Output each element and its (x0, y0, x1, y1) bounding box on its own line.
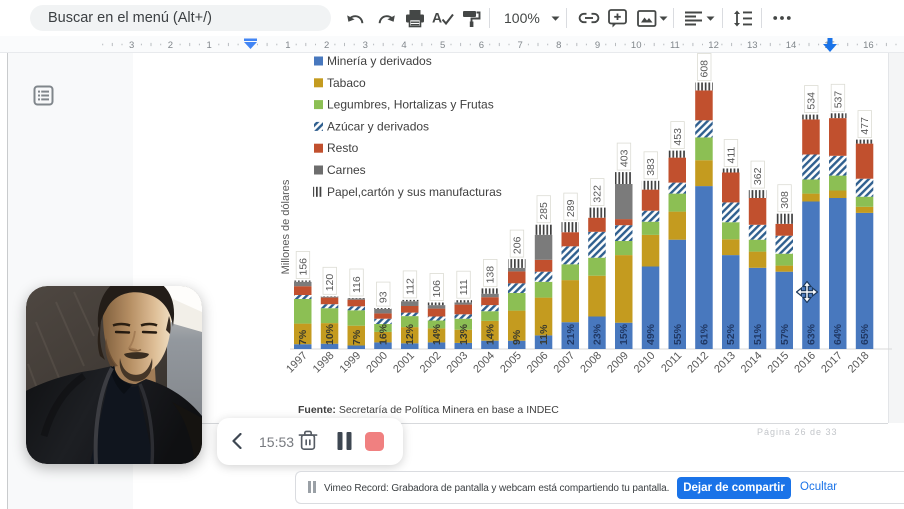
svg-text:7%: 7% (351, 329, 363, 345)
svg-text:16: 16 (863, 40, 874, 51)
svg-text:10: 10 (631, 40, 642, 51)
svg-text:Azúcar y derivados: Azúcar y derivados (327, 119, 429, 133)
svg-text:2011: 2011 (659, 350, 684, 375)
svg-text:1: 1 (207, 40, 212, 51)
svg-text:Minería y derivados: Minería y derivados (327, 54, 432, 68)
svg-text:1999: 1999 (338, 350, 364, 376)
svg-text:2017: 2017 (819, 350, 845, 376)
svg-text:Legumbres, Hortalizas y Frutas: Legumbres, Hortalizas y Frutas (327, 98, 494, 112)
svg-text:322: 322 (592, 185, 604, 203)
svg-text:16%: 16% (378, 323, 390, 345)
svg-text:2004: 2004 (471, 350, 497, 376)
svg-text:52%: 52% (725, 323, 737, 345)
svg-text:11%: 11% (538, 324, 550, 345)
svg-text:6: 6 (479, 40, 484, 51)
svg-text:49%: 49% (645, 323, 657, 345)
svg-text:112: 112 (404, 278, 416, 295)
svg-text:2007: 2007 (552, 350, 578, 376)
svg-text:2: 2 (324, 40, 329, 51)
svg-text:51%: 51% (752, 323, 764, 345)
svg-text:5: 5 (440, 40, 445, 51)
svg-text:9: 9 (595, 40, 600, 51)
svg-text:1998: 1998 (311, 350, 337, 376)
svg-text:3: 3 (363, 40, 368, 51)
svg-text:308: 308 (779, 191, 791, 209)
svg-text:608: 608 (699, 60, 711, 78)
svg-text:Carnes: Carnes (327, 163, 366, 177)
svg-text:Papel,cartón y sus manufactura: Papel,cartón y sus manufacturas (327, 185, 502, 199)
svg-text:14%: 14% (485, 323, 497, 345)
svg-text:362: 362 (752, 167, 764, 185)
svg-text:12%: 12% (404, 323, 416, 345)
svg-text:2013: 2013 (712, 350, 738, 376)
svg-text:9%: 9% (511, 329, 523, 345)
svg-text:14%: 14% (431, 323, 443, 345)
svg-text:7%: 7% (297, 329, 309, 345)
svg-text:55%: 55% (672, 323, 684, 345)
svg-text:2006: 2006 (525, 350, 551, 376)
svg-text:14: 14 (786, 40, 797, 51)
svg-text:2015: 2015 (766, 350, 792, 376)
svg-text:1997: 1997 (284, 350, 310, 376)
svg-text:7: 7 (517, 40, 522, 51)
svg-text:138: 138 (485, 266, 497, 284)
svg-text:2014: 2014 (739, 350, 765, 376)
svg-text:156: 156 (297, 258, 309, 276)
svg-text:63%: 63% (806, 323, 818, 345)
svg-text:411: 411 (725, 147, 737, 164)
svg-text:3: 3 (129, 40, 134, 51)
svg-text:8: 8 (556, 40, 561, 51)
svg-text:116: 116 (351, 276, 363, 293)
svg-text:2: 2 (168, 40, 173, 51)
svg-text:2005: 2005 (498, 350, 524, 376)
svg-text:285: 285 (538, 202, 550, 220)
svg-text:4: 4 (401, 40, 406, 51)
svg-text:120: 120 (324, 274, 336, 292)
svg-text:11: 11 (670, 40, 680, 51)
svg-text:2002: 2002 (418, 350, 444, 376)
svg-text:57%: 57% (779, 323, 791, 345)
svg-text:61%: 61% (699, 323, 711, 345)
svg-text:453: 453 (672, 128, 684, 146)
svg-text:Tabaco: Tabaco (327, 76, 366, 90)
svg-text:12: 12 (708, 40, 719, 51)
svg-text:206: 206 (511, 236, 523, 254)
svg-text:2010: 2010 (632, 350, 658, 376)
svg-text:2003: 2003 (445, 350, 471, 376)
svg-text:289: 289 (565, 199, 577, 217)
svg-text:13: 13 (747, 40, 758, 51)
svg-text:111: 111 (458, 279, 470, 295)
svg-text:21%: 21% (565, 323, 577, 345)
svg-text:2000: 2000 (364, 350, 390, 376)
svg-text:64%: 64% (832, 323, 844, 345)
svg-text:2008: 2008 (578, 350, 604, 376)
svg-text:10%: 10% (324, 323, 336, 345)
svg-text:383: 383 (645, 158, 657, 176)
svg-text:2001: 2001 (391, 350, 417, 376)
svg-text:93: 93 (378, 291, 390, 303)
svg-text:534: 534 (806, 92, 818, 110)
svg-text:477: 477 (859, 117, 871, 135)
svg-text:2009: 2009 (605, 350, 631, 376)
svg-text:Resto: Resto (327, 141, 359, 155)
svg-text:Millones de dólares: Millones de dólares (280, 179, 292, 274)
svg-text:2018: 2018 (846, 350, 872, 376)
svg-text:15%: 15% (618, 323, 630, 345)
svg-text:23%: 23% (592, 323, 604, 345)
svg-text:A: A (432, 10, 442, 26)
svg-text:403: 403 (618, 149, 630, 167)
svg-text:13%: 13% (458, 323, 470, 345)
svg-text:2012: 2012 (685, 350, 711, 376)
svg-text:106: 106 (431, 280, 443, 298)
svg-text:537: 537 (832, 91, 844, 109)
svg-text:2016: 2016 (792, 350, 818, 376)
svg-text:65%: 65% (859, 323, 871, 345)
svg-text:1: 1 (285, 40, 290, 51)
